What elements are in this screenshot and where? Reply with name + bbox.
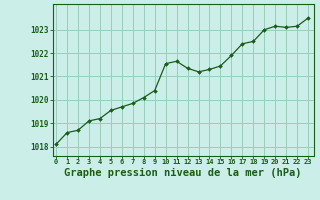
X-axis label: Graphe pression niveau de la mer (hPa): Graphe pression niveau de la mer (hPa): [64, 168, 302, 178]
